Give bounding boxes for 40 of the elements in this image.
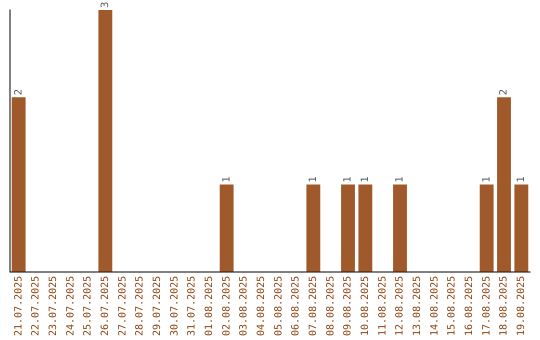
data-label: 3 [100,2,111,8]
x-tick-label: 11.08.2025 [377,276,388,336]
data-label: 1 [481,176,492,183]
x-tick-label: 09.08.2025 [342,276,354,336]
x-tick-label: 05.08.2025 [273,276,284,336]
x-tick-label: 13.08.2025 [412,276,423,336]
x-tick-label: 14.08.2025 [429,276,440,336]
x-tick-label: 17.08.2025 [481,276,492,336]
x-tick-label: 28.07.2025 [134,276,146,336]
data-label: 1 [221,176,232,183]
data-label: 1 [394,176,406,183]
x-tick-label: 07.08.2025 [308,276,319,336]
x-tick-label: 04.08.2025 [256,276,267,336]
data-label: 2 [13,88,24,96]
x-tick-label: 16.08.2025 [464,276,475,336]
data-label: 1 [342,176,354,183]
x-tick-label: 30.07.2025 [169,276,180,336]
x-tick-label: 27.07.2025 [117,276,128,336]
x-tick-label: 10.08.2025 [360,276,371,336]
x-tick-label: 12.08.2025 [394,276,406,336]
x-tick-label: 26.07.2025 [100,276,111,336]
x-tick-label: 29.07.2025 [152,276,163,336]
x-tick-label: 08.08.2025 [325,276,336,336]
data-label: 1 [360,176,371,183]
x-tick-label: 01.08.2025 [204,276,215,336]
x-tick-label: 21.07.2025 [13,276,24,336]
x-tick-label: 24.07.2025 [65,276,76,336]
x-tick-label: 31.07.2025 [186,276,198,336]
x-tick-label: 19.08.2025 [516,276,527,336]
x-tick-label: 02.08.2025 [221,276,232,336]
data-label: 1 [516,176,527,183]
x-tick-label: 06.08.2025 [290,276,302,336]
x-tick-label: 18.08.2025 [498,276,510,336]
x-tick-label: 03.08.2025 [238,276,250,336]
x-tick-label: 15.08.2025 [446,276,458,336]
x-tick-label: 23.07.2025 [48,276,59,336]
x-tick-label: 25.07.2025 [82,276,94,336]
data-label: 1 [308,176,319,183]
data-label: 2 [498,88,510,96]
x-tick-label: 22.07.2025 [30,276,42,336]
